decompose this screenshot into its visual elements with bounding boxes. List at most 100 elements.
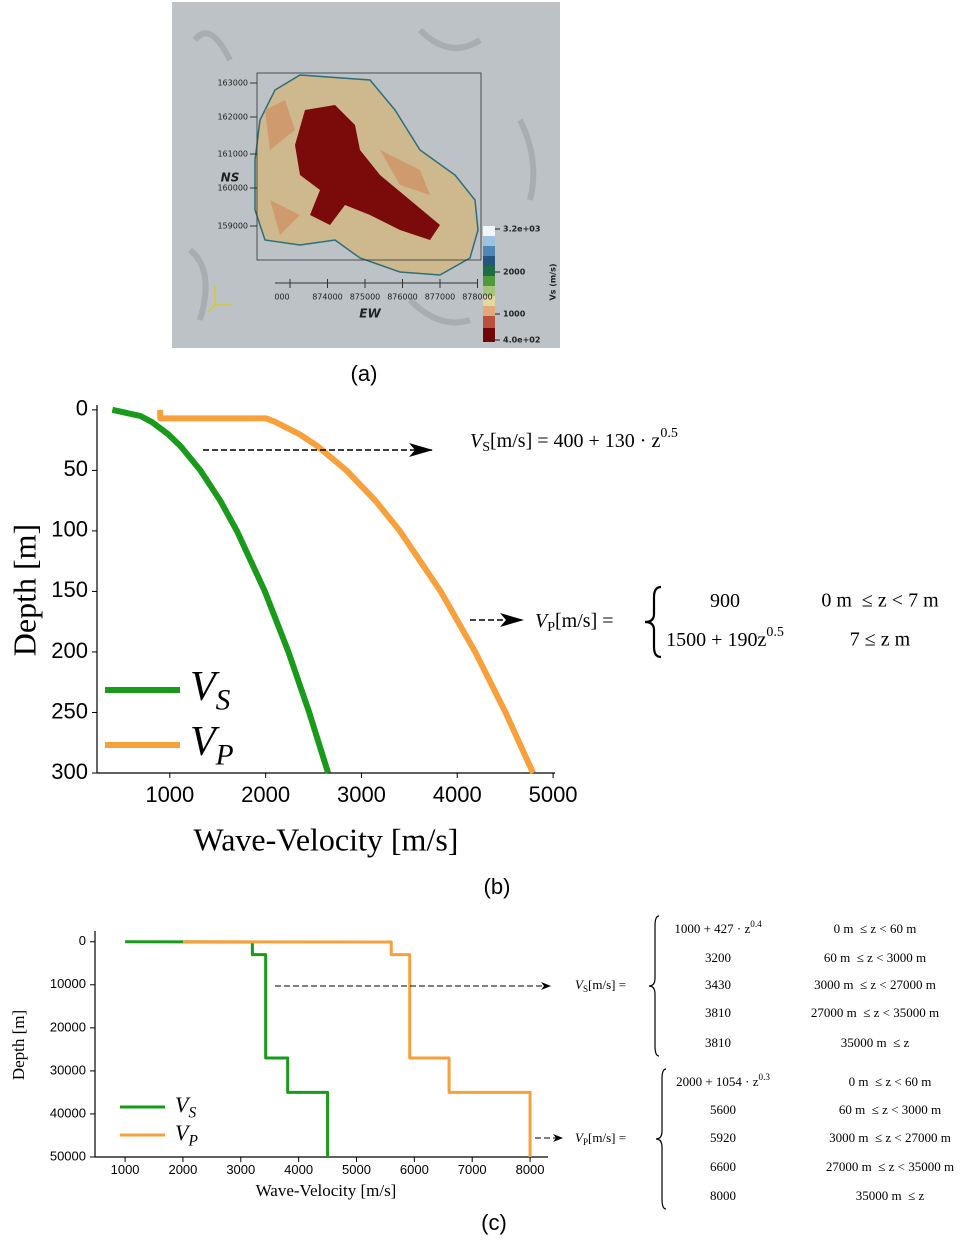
x-tick-label: 5000	[529, 782, 578, 807]
legend-label: VP	[190, 719, 234, 772]
y-tick-label: 10000	[50, 976, 86, 991]
eq-expression: 3810	[705, 1005, 731, 1020]
x-tick-label: 1000	[145, 782, 194, 807]
colorbar-cell	[483, 236, 495, 246]
ns-tick-label: 162000	[217, 113, 248, 122]
series-line	[157, 409, 536, 775]
y-tick-label: 20000	[50, 1019, 86, 1034]
equation: 5920	[710, 1130, 736, 1145]
series-line	[111, 406, 331, 774]
y-tick-label: 250	[51, 698, 88, 723]
eq-condition: 3000 m ≤ z < 27000 m	[829, 1130, 951, 1145]
equation: VP[m/s] =	[575, 1130, 626, 1147]
y-axis-label: Depth [m]	[9, 1010, 28, 1080]
series-line	[182, 940, 532, 1157]
eq-variable: V	[575, 1130, 585, 1145]
y-tick-label: 50	[64, 456, 88, 481]
colorbar-cell	[483, 246, 495, 256]
legend-subscript: P	[187, 1132, 198, 1149]
x-tick-label: 8000	[516, 1162, 545, 1177]
equation: 8000	[710, 1188, 736, 1203]
ew-tick-label: 875000	[350, 293, 381, 302]
eq-expression: 1000 + 427 · z	[674, 921, 750, 936]
eq-expression: 8000	[710, 1188, 736, 1203]
x-tick-label: 7000	[458, 1162, 487, 1177]
x-tick-label: 4000	[433, 782, 482, 807]
ew-tick-label: 874000	[312, 293, 343, 302]
eq-condition: 60 m ≤ z < 3000 m	[839, 1102, 941, 1117]
legend-letter: V	[175, 1092, 191, 1117]
colorbar	[483, 226, 495, 342]
eq-superscript: 0.3	[759, 1072, 771, 1082]
y-tick-label: 150	[51, 577, 88, 602]
eq-subscript: P	[583, 1137, 588, 1147]
y-tick-label: 300	[51, 759, 88, 784]
y-tick-label: 0	[79, 933, 86, 948]
equation: 2000 + 1054 · z0.3	[676, 1072, 770, 1089]
equation: 3200	[705, 950, 731, 965]
legend-label: VS	[190, 664, 231, 717]
eq-condition: 27000 m ≤ z < 35000 m	[826, 1159, 954, 1174]
eq-expression: 5600	[710, 1102, 736, 1117]
eq-variable: V	[470, 430, 485, 452]
map-panel: 163000 162000 161000 160000 159000 NS 000 87400…	[172, 2, 560, 348]
soft-zones	[265, 100, 430, 235]
equation: VS[m/s] = 400 + 130 · z0.5	[470, 426, 678, 455]
x-tick-label: 3000	[226, 1162, 255, 1177]
equation: 900	[710, 590, 740, 612]
legend-letter: V	[175, 1120, 191, 1145]
y-tick-label: 40000	[50, 1105, 86, 1120]
colorbar-cell	[483, 296, 495, 306]
ew-tick-label: 000	[274, 293, 289, 302]
eq-expression: 3430	[705, 977, 731, 992]
legend-label: VP	[175, 1120, 198, 1149]
eq-expression: 900	[710, 590, 740, 612]
x-tick-label: 6000	[400, 1162, 429, 1177]
eq-condition: 60 m ≤ z < 3000 m	[824, 950, 926, 965]
ew-tick-label: 876000	[387, 293, 418, 302]
colorbar-tick-label: 2000	[503, 268, 526, 277]
eq-body: [m/s] =	[555, 610, 614, 632]
y-tick-label: 50000	[50, 1148, 86, 1163]
colorbar-cell	[483, 276, 495, 286]
equation: 5600	[710, 1102, 736, 1117]
legend-subscript: S	[188, 1104, 196, 1121]
colorbar-cell	[483, 316, 495, 328]
ns-label: NS	[221, 171, 240, 185]
legend-subscript: S	[216, 684, 231, 716]
colorbar-cell	[483, 286, 495, 296]
ns-tick-label: 159000	[217, 222, 248, 231]
eq-expression: 2000 + 1054 · z	[676, 1074, 759, 1089]
orientation-triad	[207, 285, 232, 313]
x-tick-label: 4000	[284, 1162, 313, 1177]
eq-expression: 1500 + 190z	[666, 629, 766, 651]
y-tick-label: 0	[76, 396, 88, 421]
legend-letter: V	[190, 664, 220, 710]
colorbar-cell	[483, 226, 495, 236]
eq-expression: 6600	[710, 1159, 736, 1174]
y-tick-label: 30000	[50, 1062, 86, 1077]
colorbar-tick-label: 4.0e+02	[503, 336, 540, 345]
eq-condition: 35000 m ≤ z	[841, 1035, 910, 1050]
equation: 3810	[705, 1035, 731, 1050]
low-velocity-zone	[295, 105, 440, 240]
brace	[648, 915, 660, 1057]
brace	[644, 585, 662, 659]
x-tick-label: 1000	[111, 1162, 140, 1177]
legend-label: VS	[175, 1092, 196, 1121]
y-tick-label: 100	[51, 517, 88, 542]
colorbar-cell	[483, 256, 495, 266]
colorbar-cell	[483, 266, 495, 276]
eq-condition: 0 m ≤ z < 60 m	[849, 1074, 932, 1089]
x-tick-label: 5000	[342, 1162, 371, 1177]
y-tick-label: 200	[51, 638, 88, 663]
equation: VS[m/s] =	[575, 977, 626, 994]
eq-variable: V	[535, 610, 550, 632]
eq-condition: 35000 m ≤ z	[856, 1188, 925, 1203]
ns-tick-label: 161000	[217, 150, 248, 159]
eq-expression: 5920	[710, 1130, 736, 1145]
caption: (c)	[481, 1210, 507, 1235]
colorbar-tick-label: 1000	[503, 310, 526, 319]
brace	[655, 1068, 667, 1210]
